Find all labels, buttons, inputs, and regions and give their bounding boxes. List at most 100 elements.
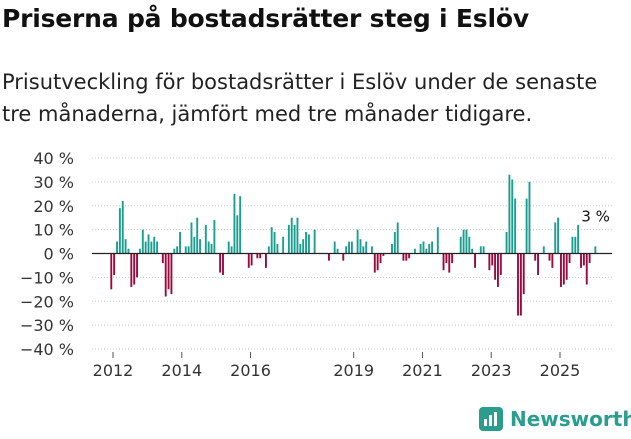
bar bbox=[525, 198, 528, 254]
x-tick-label: 2019 bbox=[333, 361, 374, 380]
bar bbox=[517, 253, 519, 316]
bar bbox=[405, 253, 408, 261]
bar bbox=[419, 243, 422, 254]
bar bbox=[511, 179, 514, 254]
bar bbox=[451, 253, 454, 264]
bar bbox=[588, 253, 591, 264]
bar bbox=[170, 253, 173, 295]
x-tick-label: 2023 bbox=[471, 361, 512, 380]
bar bbox=[184, 246, 187, 254]
bar bbox=[519, 253, 522, 316]
bar bbox=[230, 246, 233, 254]
bar bbox=[365, 241, 368, 254]
bar bbox=[442, 253, 445, 271]
bar bbox=[282, 236, 285, 254]
bar bbox=[213, 220, 216, 254]
bar bbox=[342, 253, 345, 261]
bar bbox=[141, 229, 144, 254]
bar bbox=[236, 215, 239, 254]
bar bbox=[425, 248, 428, 254]
bar bbox=[207, 241, 210, 254]
bar bbox=[557, 217, 560, 254]
bar bbox=[173, 248, 176, 254]
bar bbox=[270, 227, 273, 254]
bar bbox=[204, 224, 207, 254]
x-axis-labels: 2012 2014 2016 2019 2021 2023 2025 bbox=[93, 352, 580, 380]
bar bbox=[290, 217, 293, 254]
bar-series bbox=[110, 174, 597, 316]
bar bbox=[534, 253, 537, 261]
bar bbox=[328, 253, 330, 261]
bar bbox=[505, 232, 508, 254]
bar bbox=[508, 174, 511, 254]
bar bbox=[396, 222, 399, 254]
bar bbox=[233, 193, 236, 254]
bar bbox=[413, 248, 416, 254]
newsworthy-logo: Newsworthy bbox=[478, 406, 631, 432]
bar bbox=[176, 246, 179, 254]
bar bbox=[287, 224, 290, 254]
x-tick-label: 2021 bbox=[402, 361, 443, 380]
bar bbox=[239, 196, 242, 254]
bar bbox=[568, 253, 571, 264]
bar bbox=[313, 229, 316, 254]
bar bbox=[494, 253, 497, 280]
bar bbox=[296, 217, 299, 254]
bar bbox=[408, 253, 411, 259]
bar bbox=[127, 248, 130, 254]
bar bbox=[179, 232, 181, 254]
bar bbox=[113, 253, 116, 275]
bar bbox=[582, 253, 585, 266]
bar bbox=[348, 241, 350, 254]
bar bbox=[138, 248, 141, 254]
bar bbox=[376, 253, 379, 271]
bar bbox=[491, 253, 494, 266]
bar bbox=[276, 243, 279, 254]
bar bbox=[537, 253, 539, 275]
bar bbox=[273, 232, 276, 254]
bar bbox=[265, 253, 267, 268]
chart-title: Priserna på bostadsrätter steg i Eslöv bbox=[2, 4, 529, 33]
bar bbox=[110, 253, 113, 290]
bar bbox=[121, 200, 124, 254]
bar bbox=[580, 253, 582, 268]
bar bbox=[382, 253, 385, 256]
x-tick-label: 2016 bbox=[230, 361, 271, 380]
bar bbox=[219, 253, 222, 273]
y-tick-label: 0 % bbox=[44, 245, 74, 264]
bar bbox=[482, 246, 485, 254]
bar bbox=[147, 234, 150, 254]
bar bbox=[118, 208, 121, 254]
bar bbox=[445, 253, 448, 264]
bar bbox=[259, 253, 262, 259]
bar bbox=[560, 253, 562, 287]
newsworthy-brand-text: Newsworthy bbox=[510, 407, 631, 431]
bar bbox=[393, 232, 396, 254]
bar bbox=[130, 253, 133, 287]
bar bbox=[499, 253, 502, 275]
bar bbox=[551, 253, 554, 268]
x-tick-label: 2012 bbox=[93, 361, 134, 380]
bar bbox=[196, 217, 199, 254]
bar bbox=[190, 222, 193, 254]
bar bbox=[144, 241, 147, 254]
bar bbox=[571, 236, 574, 254]
bar bbox=[436, 227, 439, 254]
bar bbox=[150, 241, 153, 254]
y-tick-label: 30 % bbox=[33, 173, 74, 192]
newsworthy-logo-icon bbox=[479, 407, 503, 431]
bar bbox=[522, 253, 525, 295]
x-tick-label: 2014 bbox=[161, 361, 202, 380]
bar bbox=[124, 239, 127, 254]
bar bbox=[554, 222, 557, 254]
bar bbox=[164, 253, 167, 297]
bar bbox=[468, 236, 471, 254]
bar bbox=[479, 246, 482, 254]
bar bbox=[350, 241, 353, 254]
bar bbox=[302, 239, 305, 254]
bar bbox=[307, 234, 310, 254]
bar bbox=[333, 241, 336, 254]
bar bbox=[497, 253, 499, 287]
bar bbox=[167, 253, 170, 290]
bar bbox=[462, 229, 465, 254]
